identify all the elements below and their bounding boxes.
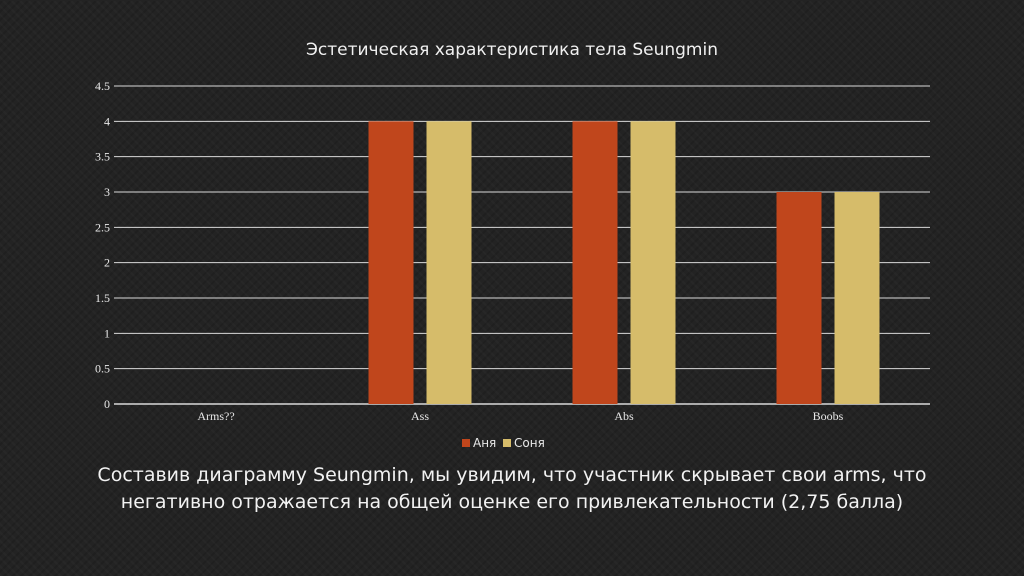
bar-sonya <box>834 192 880 404</box>
bar-anya <box>368 121 414 404</box>
y-tick-label: 4 <box>104 114 110 128</box>
x-tick-label: Boobs <box>813 409 844 423</box>
y-tick-label: 3.5 <box>95 150 110 164</box>
x-tick-label: Arms?? <box>197 409 234 423</box>
bar-sonya <box>426 121 472 404</box>
slide-caption: Составив диаграмму Seungmin, мы увидим, … <box>97 464 927 513</box>
bar-anya <box>776 192 822 404</box>
bar-anya <box>572 121 618 404</box>
y-tick-label: 0.5 <box>95 362 110 376</box>
y-tick-label: 2 <box>104 256 110 270</box>
bar-chart: 0 0.5 1 1.5 2 2.5 3 3.5 4 4.5 Arms?? Ass Abs Boobs Аня… <box>95 79 930 450</box>
chart-title: Эстетическая характеристика тела Seungmi… <box>306 40 718 60</box>
bar-sonya <box>630 121 676 404</box>
legend-swatch <box>503 439 511 447</box>
y-tick-label: 0 <box>104 397 110 411</box>
x-tick-label: Abs <box>614 409 634 423</box>
y-tick-label: 2.5 <box>95 220 110 234</box>
y-tick-label: 3 <box>104 185 110 199</box>
y-tick-label: 1 <box>104 326 110 340</box>
y-tick-label: 4.5 <box>95 79 110 93</box>
x-tick-label: Ass <box>411 409 429 423</box>
legend-swatch <box>462 439 470 447</box>
y-tick-label: 1.5 <box>95 291 110 305</box>
legend-label: Соня <box>514 436 545 450</box>
legend-label: Аня <box>473 436 496 450</box>
